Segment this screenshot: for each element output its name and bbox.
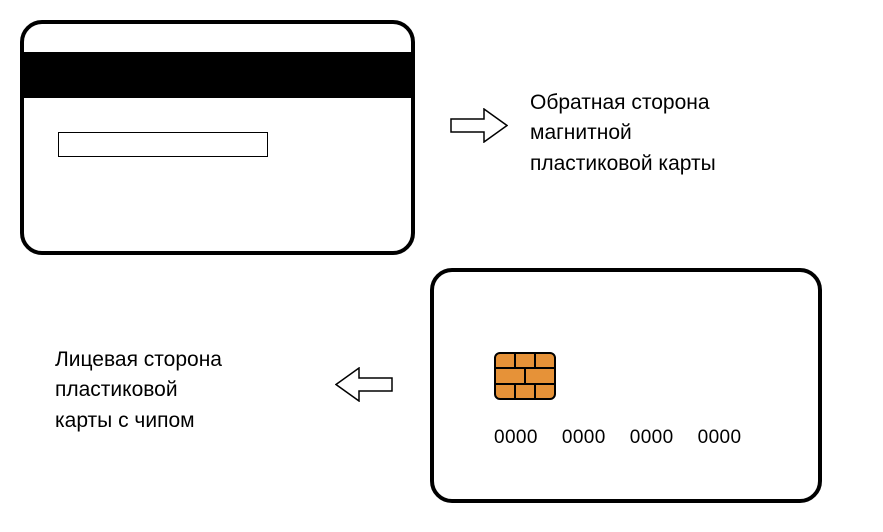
card-number-group: 0000 bbox=[630, 427, 674, 449]
label-line: карты с чипом bbox=[55, 409, 195, 432]
label-line: магнитной bbox=[530, 121, 632, 144]
card-back-label: Обратная сторона магнитной пластиковой к… bbox=[530, 88, 830, 179]
magnetic-stripe bbox=[20, 52, 415, 98]
label-line: Обратная сторона bbox=[530, 91, 710, 114]
card-front-label: Лицевая сторона пластиковой карты с чипо… bbox=[55, 345, 355, 436]
signature-panel bbox=[58, 132, 268, 157]
card-number-group: 0000 bbox=[698, 427, 742, 449]
card-number: 0000 0000 0000 0000 bbox=[494, 427, 742, 449]
card-number-group: 0000 bbox=[562, 427, 606, 449]
label-line: пластиковой карты bbox=[530, 152, 716, 175]
card-back bbox=[20, 20, 415, 255]
chip-icon bbox=[494, 352, 556, 400]
arrow-right-icon bbox=[450, 108, 508, 143]
card-number-group: 0000 bbox=[494, 427, 538, 449]
label-line: пластиковой bbox=[55, 378, 178, 401]
label-line: Лицевая сторона bbox=[55, 348, 222, 371]
card-front: 0000 0000 0000 0000 bbox=[430, 268, 822, 503]
